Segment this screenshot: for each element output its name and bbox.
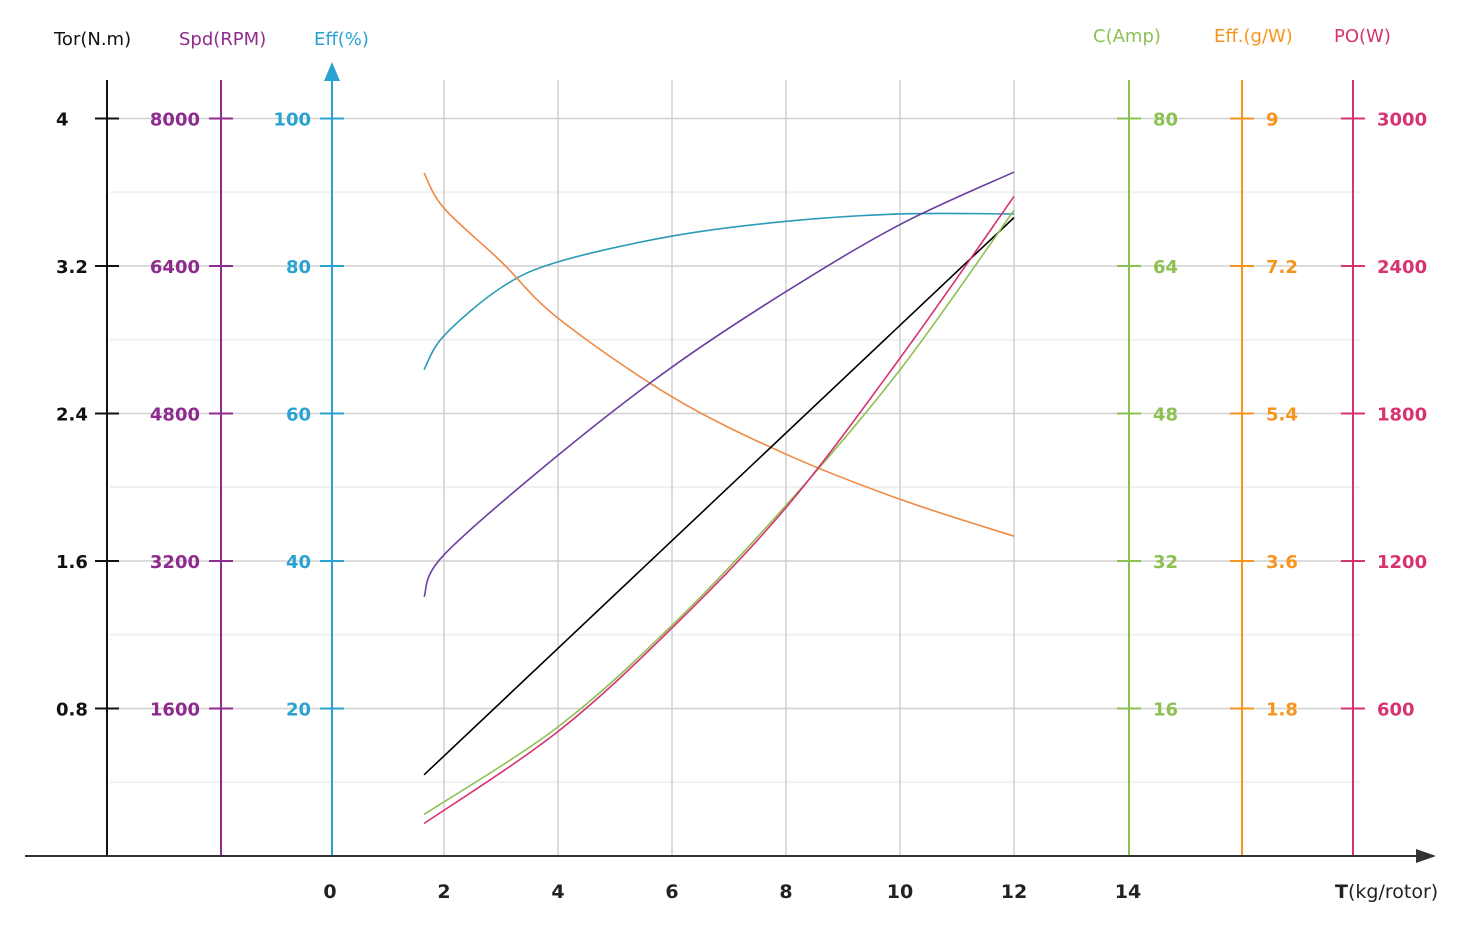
series-line-po (423, 196, 1015, 825)
po-tick-label: 1800 (1377, 405, 1427, 426)
eff-axis-arrow-icon (324, 62, 340, 81)
tor-tick-label: 0.8 (56, 700, 88, 721)
gw-tick-label: 1.8 (1266, 700, 1298, 721)
x-tick-label: 14 (1115, 881, 1141, 903)
po-tick-label: 2400 (1377, 257, 1427, 278)
tor-axis-title: Tor(N.m) (53, 29, 131, 50)
gw-tick-label: 5.4 (1266, 405, 1298, 426)
x-tick-label: 0 (323, 881, 336, 903)
amp-tick-label: 16 (1153, 700, 1178, 721)
po-tick-label: 600 (1377, 700, 1415, 721)
x-tick-label: 10 (887, 881, 913, 903)
gw-tick-label: 9 (1266, 110, 1279, 131)
series-line-amp (423, 209, 1015, 816)
gw-tick-label: 7.2 (1266, 257, 1298, 278)
eff-tick-label: 20 (286, 700, 311, 721)
series-line-spd (423, 171, 1015, 598)
po-tick-label: 1200 (1377, 552, 1427, 573)
eff-tick-label: 100 (273, 110, 311, 131)
gw-axis-title: Eff.(g/W) (1214, 26, 1293, 47)
x-axis-title-symbol: T (1335, 881, 1348, 903)
amp-tick-label: 80 (1153, 110, 1178, 131)
spd-tick-label: 6400 (150, 257, 200, 278)
tor-tick-label: 4 (56, 110, 69, 131)
amp-tick-label: 64 (1153, 257, 1178, 278)
tor-tick-label: 1.6 (56, 552, 88, 573)
x-tick-label: 12 (1001, 881, 1027, 903)
eff-tick-label: 40 (286, 552, 311, 573)
eff-tick-label: 80 (286, 257, 311, 278)
spd-tick-label: 4800 (150, 405, 200, 426)
x-tick-label: 8 (779, 881, 792, 903)
spd-tick-label: 1600 (150, 700, 200, 721)
series-line-tor (423, 217, 1015, 776)
spd-tick-label: 3200 (150, 552, 200, 573)
x-axis-title-unit: (kg/rotor) (1348, 881, 1438, 903)
po-axis-title: PO(W) (1334, 26, 1391, 47)
gw-tick-label: 3.6 (1266, 552, 1298, 573)
tor-tick-label: 2.4 (56, 405, 88, 426)
amp-axis-title: C(Amp) (1093, 26, 1161, 47)
x-tick-label: 6 (665, 881, 678, 903)
tor-tick-label: 3.2 (56, 257, 88, 278)
po-tick-label: 3000 (1377, 110, 1427, 131)
x-axis-title: T(kg/rotor) (1335, 881, 1438, 903)
eff-axis-title: Eff(%) (314, 29, 369, 50)
x-tick-label: 2 (437, 881, 450, 903)
spd-axis-title: Spd(RPM) (179, 29, 266, 50)
amp-tick-label: 48 (1153, 405, 1178, 426)
series-line-gw (423, 172, 1015, 537)
eff-tick-label: 60 (286, 405, 311, 426)
x-tick-label: 4 (551, 881, 564, 903)
spd-tick-label: 8000 (150, 110, 200, 131)
x-axis-arrow-icon (1416, 849, 1436, 863)
amp-tick-label: 32 (1153, 552, 1178, 573)
series-line-eff (423, 212, 1015, 371)
